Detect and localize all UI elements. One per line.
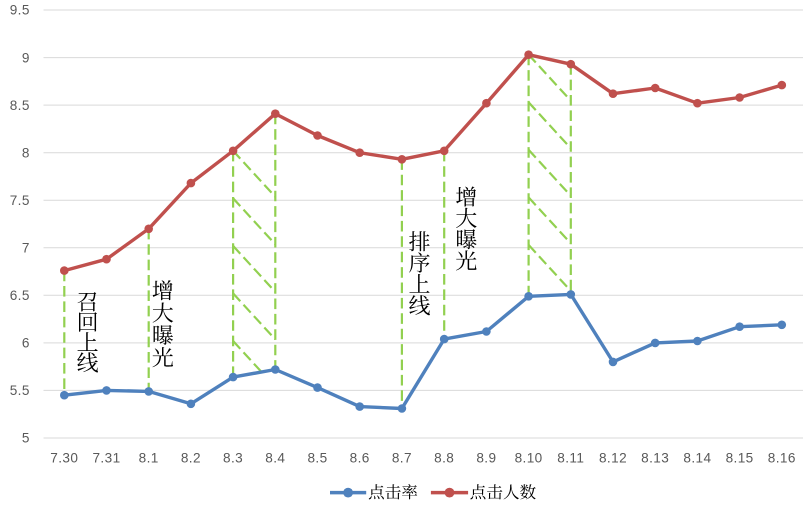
svg-text:8: 8 [22,145,30,160]
svg-text:8.7: 8.7 [392,451,412,466]
svg-text:8.16: 8.16 [768,451,796,466]
svg-text:5.5: 5.5 [10,383,30,398]
svg-text:8.3: 8.3 [223,451,243,466]
svg-text:7.5: 7.5 [10,193,30,208]
svg-text:9: 9 [22,50,30,65]
svg-text:6.5: 6.5 [10,288,30,303]
svg-text:8.8: 8.8 [434,451,454,466]
svg-text:6: 6 [22,336,30,351]
svg-text:8.2: 8.2 [181,451,201,466]
svg-text:8.5: 8.5 [307,451,327,466]
svg-text:8.1: 8.1 [139,451,159,466]
svg-text:8.13: 8.13 [641,451,669,466]
svg-text:7.31: 7.31 [92,451,120,466]
svg-text:8.14: 8.14 [683,451,711,466]
svg-text:8.6: 8.6 [350,451,370,466]
svg-text:8.15: 8.15 [726,451,754,466]
svg-text:9.5: 9.5 [10,3,30,18]
svg-text:8.4: 8.4 [265,451,285,466]
svg-text:7.30: 7.30 [50,451,78,466]
svg-text:8.9: 8.9 [476,451,496,466]
svg-text:8.10: 8.10 [515,451,543,466]
svg-text:8.11: 8.11 [557,451,584,466]
svg-text:5: 5 [22,431,30,446]
svg-text:7: 7 [22,241,30,256]
svg-text:8.12: 8.12 [599,451,627,466]
svg-text:8.5: 8.5 [10,98,30,113]
